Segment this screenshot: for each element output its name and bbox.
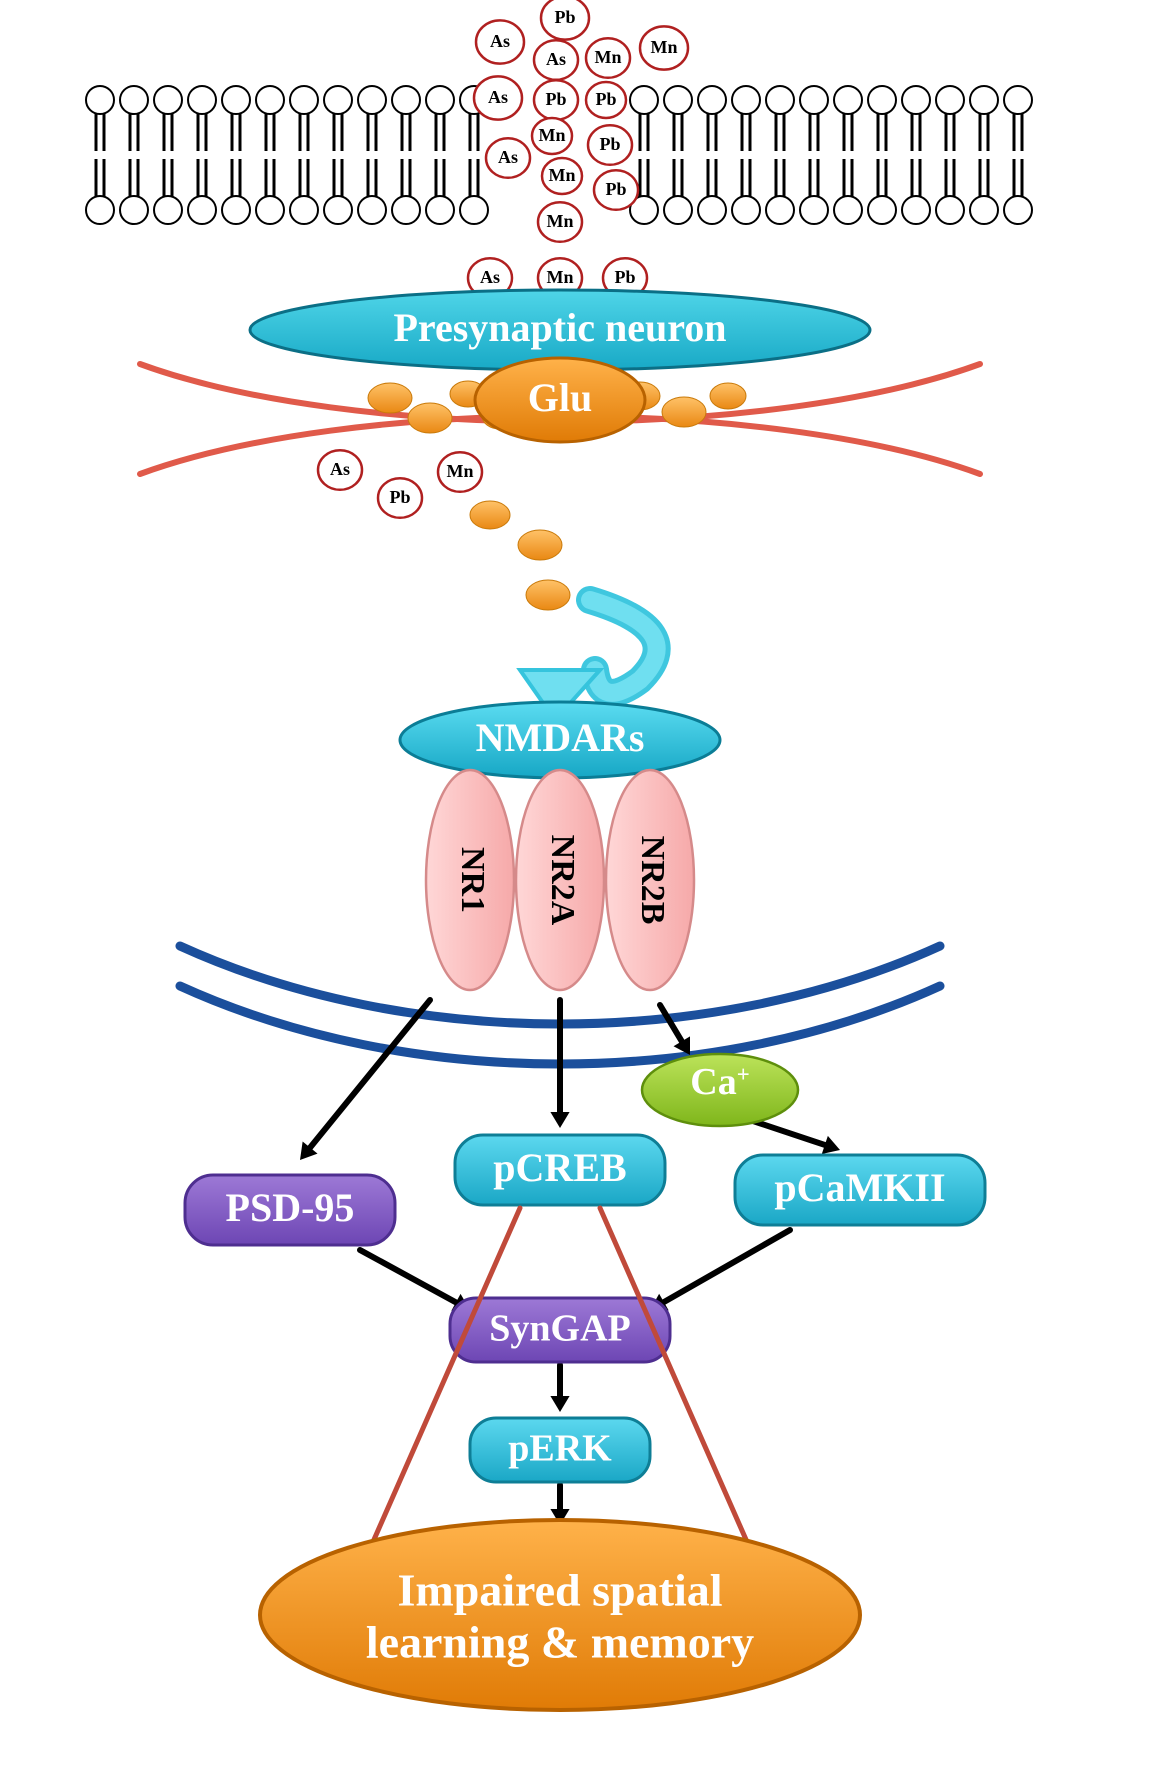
svg-text:Pb: Pb	[599, 134, 620, 154]
glu-vesicle	[470, 501, 510, 529]
svg-text:Glu: Glu	[528, 375, 592, 420]
metal-ions	[318, 0, 688, 518]
subunit-label: NR1	[454, 847, 491, 913]
svg-text:NMDARs: NMDARs	[476, 715, 645, 760]
svg-text:As: As	[480, 267, 500, 287]
svg-text:As: As	[330, 459, 350, 479]
glu-vesicle	[526, 580, 570, 610]
glu-vesicle	[662, 397, 706, 427]
svg-text:pCaMKII: pCaMKII	[774, 1165, 945, 1210]
svg-text:Pb: Pb	[554, 7, 575, 27]
glu-vesicle	[518, 530, 562, 560]
svg-text:Mn: Mn	[651, 37, 678, 57]
svg-text:Pb: Pb	[389, 487, 410, 507]
glu-vesicle	[368, 383, 412, 413]
svg-text:As: As	[498, 147, 518, 167]
svg-text:Presynaptic neuron: Presynaptic neuron	[394, 305, 727, 350]
svg-text:Pb: Pb	[595, 89, 616, 109]
svg-text:Mn: Mn	[549, 165, 576, 185]
svg-text:SynGAP: SynGAP	[489, 1308, 630, 1350]
svg-text:As: As	[546, 49, 566, 69]
svg-text:Pb: Pb	[605, 179, 626, 199]
svg-text:As: As	[488, 87, 508, 107]
svg-text:pERK: pERK	[508, 1428, 612, 1470]
svg-text:As: As	[490, 31, 510, 51]
svg-text:learning & memory: learning & memory	[366, 1617, 754, 1668]
svg-text:Pb: Pb	[545, 89, 566, 109]
glu-vesicle	[710, 383, 746, 409]
svg-text:Pb: Pb	[614, 267, 635, 287]
svg-text:PSD-95: PSD-95	[226, 1185, 355, 1230]
svg-text:Impaired spatial: Impaired spatial	[397, 1565, 722, 1616]
svg-text:Mn: Mn	[447, 461, 474, 481]
subunit-label: NR2A	[544, 835, 581, 926]
svg-text:Mn: Mn	[547, 211, 574, 231]
svg-text:Mn: Mn	[547, 267, 574, 287]
subunit-label: NR2B	[634, 836, 671, 925]
glu-vesicle	[408, 403, 452, 433]
svg-text:pCREB: pCREB	[493, 1145, 626, 1190]
svg-text:Mn: Mn	[595, 47, 622, 67]
svg-text:Mn: Mn	[539, 125, 566, 145]
